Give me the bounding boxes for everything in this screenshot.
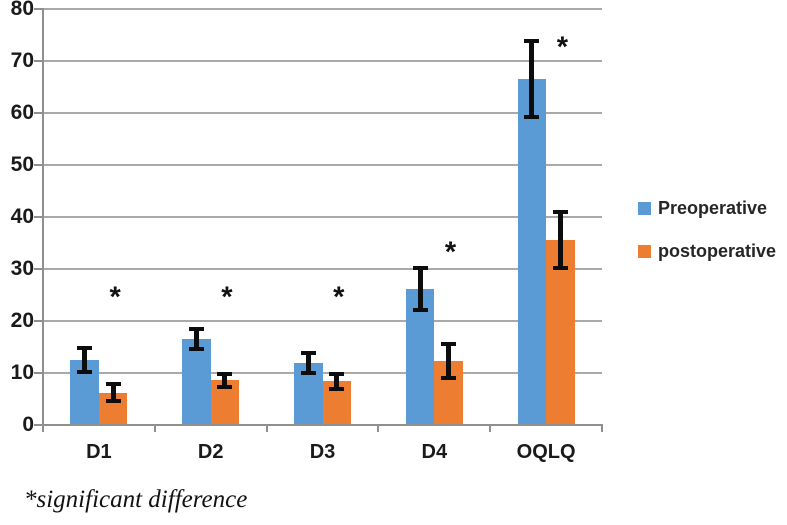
legend-swatch-icon [638, 202, 651, 215]
legend-label: Preoperative [658, 198, 768, 218]
error-bar-cap-bottom-d3-preoperative [300, 371, 316, 375]
error-bar-d2-preoperative [193, 329, 199, 350]
y-axis-tick-30 [34, 268, 43, 270]
x-axis-tick-2 [265, 425, 268, 432]
significance-asterisk-oqlq: * [556, 31, 568, 64]
y-axis-label-50: 50 [10, 153, 34, 176]
y-axis-label-80: 80 [10, 0, 34, 20]
error-bar-cap-top-d2-postoperative [217, 371, 233, 376]
error-bar-cap-top-d2-preoperative [188, 327, 204, 332]
legend-item-postoperative: postoperative [638, 242, 776, 261]
bar-d2-preoperative [182, 339, 211, 425]
x-axis-tick-1 [153, 425, 156, 432]
y-axis-line [42, 8, 44, 426]
gridline-60 [43, 112, 602, 114]
error-bar-d1-postoperative [110, 384, 116, 402]
y-axis-label-0: 0 [22, 413, 34, 436]
error-bar-cap-bottom-d4-postoperative [441, 375, 457, 380]
error-bar-d1-preoperative [82, 348, 88, 372]
y-axis-tick-20 [34, 320, 43, 322]
gridline-40 [43, 216, 602, 218]
significance-asterisk-d1: * [109, 281, 121, 314]
error-bar-cap-bottom-d4-preoperative [412, 307, 428, 312]
error-bar-oqlq-postoperative [557, 211, 563, 268]
x-axis-label-d4: D4 [421, 441, 448, 463]
y-axis-tick-10 [34, 372, 43, 374]
error-bar-cap-bottom-d1-preoperative [77, 369, 93, 374]
gridline-80 [43, 8, 602, 10]
error-bar-d2-postoperative [222, 373, 228, 388]
y-axis-label-60: 60 [10, 101, 34, 124]
error-bar-cap-top-d3-preoperative [300, 351, 316, 356]
error-bar-d3-preoperative [305, 353, 311, 373]
x-axis-tick-3 [377, 425, 380, 432]
legend: Preoperative postoperative [638, 199, 776, 285]
gridline-30 [43, 268, 602, 270]
x-axis-label-d1: D1 [86, 441, 112, 463]
error-bar-d3-postoperative [334, 373, 340, 390]
error-bar-cap-bottom-d2-postoperative [217, 385, 233, 390]
significance-asterisk-d2: * [221, 281, 233, 314]
error-bar-cap-bottom-d2-preoperative [188, 347, 204, 352]
y-axis-label-30: 30 [10, 257, 34, 280]
x-axis-tick-5 [601, 425, 603, 432]
y-axis-label-70: 70 [10, 49, 34, 72]
error-bar-cap-top-oqlq-preoperative [524, 39, 540, 44]
error-bar-cap-top-d1-postoperative [105, 382, 121, 387]
significance-asterisk-d4: * [444, 236, 457, 269]
error-bar-cap-top-d3-postoperative [329, 371, 345, 376]
x-axis-label-d3: D3 [309, 441, 336, 463]
error-bar-cap-bottom-oqlq-preoperative [524, 115, 540, 120]
y-axis-label-10: 10 [10, 361, 34, 384]
x-axis-label-oqlq: OQLQ [516, 441, 576, 463]
error-bar-cap-top-oqlq-postoperative [552, 209, 568, 214]
error-bar-cap-top-d4-preoperative [412, 265, 428, 270]
gridline-50 [43, 164, 602, 166]
x-axis-tick-4 [489, 425, 492, 432]
legend-label: postoperative [658, 241, 777, 261]
y-axis-tick-80 [34, 8, 43, 10]
x-axis-label-d2: D2 [197, 441, 224, 463]
bar-oqlq-postoperative [546, 239, 575, 425]
gridline-20 [43, 320, 602, 322]
legend-item-preoperative: Preoperative [638, 199, 776, 218]
y-axis-tick-60 [34, 112, 43, 114]
error-bar-cap-top-d1-preoperative [77, 346, 93, 351]
y-axis-label-20: 20 [10, 309, 34, 332]
gridline-70 [43, 60, 602, 62]
legend-swatch-icon [638, 245, 651, 258]
gridline-10 [43, 372, 602, 374]
y-axis-tick-70 [34, 60, 43, 62]
x-axis-line [42, 424, 603, 426]
error-bar-d4-postoperative [446, 344, 452, 378]
error-bar-oqlq-preoperative [529, 41, 535, 118]
y-axis-tick-40 [34, 216, 43, 218]
footnote-significant-difference: *significant difference [24, 486, 248, 513]
x-axis-tick-0 [42, 425, 44, 432]
error-bar-cap-bottom-d3-postoperative [329, 387, 345, 392]
error-bar-d4-preoperative [417, 267, 423, 310]
y-axis-label-40: 40 [10, 205, 34, 228]
error-bar-cap-top-d4-postoperative [441, 342, 457, 347]
bar-oqlq-preoperative [517, 79, 547, 425]
y-axis-tick-50 [34, 164, 43, 166]
significance-asterisk-d3: * [333, 281, 345, 314]
y-axis-tick-0 [34, 424, 43, 426]
error-bar-cap-bottom-d1-postoperative [105, 399, 121, 404]
error-bar-cap-bottom-oqlq-postoperative [552, 265, 568, 270]
